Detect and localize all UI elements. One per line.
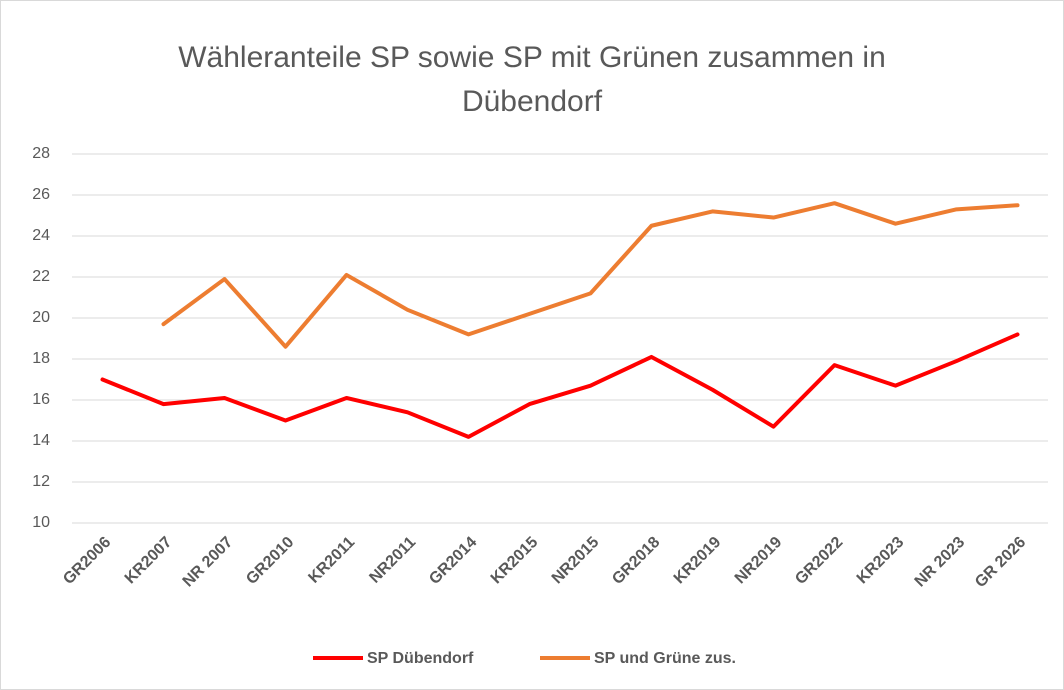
y-tick-label: 18 bbox=[32, 350, 50, 367]
x-tick-label: KR2023 bbox=[854, 534, 908, 588]
x-tick-label: KR2019 bbox=[671, 534, 725, 588]
chart-title: Wähleranteile SP sowie SP mit Grünen zus… bbox=[178, 41, 886, 118]
x-tick-label: NR2011 bbox=[366, 534, 419, 587]
x-tick-label: NR 2023 bbox=[912, 534, 969, 591]
y-tick-label: 16 bbox=[32, 391, 50, 408]
y-tick-label: 28 bbox=[32, 145, 50, 162]
x-tick-label: NR2019 bbox=[732, 534, 786, 588]
y-tick-label: 24 bbox=[32, 227, 50, 244]
x-tick-label: NR2015 bbox=[549, 534, 603, 588]
series-line bbox=[100, 332, 1020, 439]
series-line bbox=[161, 201, 1020, 349]
x-tick-label: GR 2026 bbox=[972, 534, 1029, 591]
x-tick-label: KR2015 bbox=[488, 534, 542, 588]
x-tick-label: GR2010 bbox=[243, 534, 297, 588]
y-tick-label: 12 bbox=[32, 473, 50, 490]
y-tick-label: 14 bbox=[32, 432, 50, 449]
x-tick-label: GR2006 bbox=[60, 534, 114, 588]
y-tick-label: 26 bbox=[32, 186, 50, 203]
x-tick-label: KR2011 bbox=[305, 534, 358, 587]
legend-label: SP und Grüne zus. bbox=[594, 650, 736, 667]
y-tick-label: 10 bbox=[32, 514, 50, 531]
x-tick-label: KR2007 bbox=[122, 534, 176, 588]
x-tick-label: GR2018 bbox=[609, 534, 663, 588]
x-tick-label: GR2022 bbox=[792, 534, 846, 588]
y-tick-label: 22 bbox=[32, 268, 50, 285]
x-tick-label: NR 2007 bbox=[180, 534, 237, 591]
legend-label: SP Dübendorf bbox=[367, 650, 474, 667]
y-tick-label: 20 bbox=[32, 309, 50, 326]
x-tick-label: GR2014 bbox=[426, 534, 480, 588]
